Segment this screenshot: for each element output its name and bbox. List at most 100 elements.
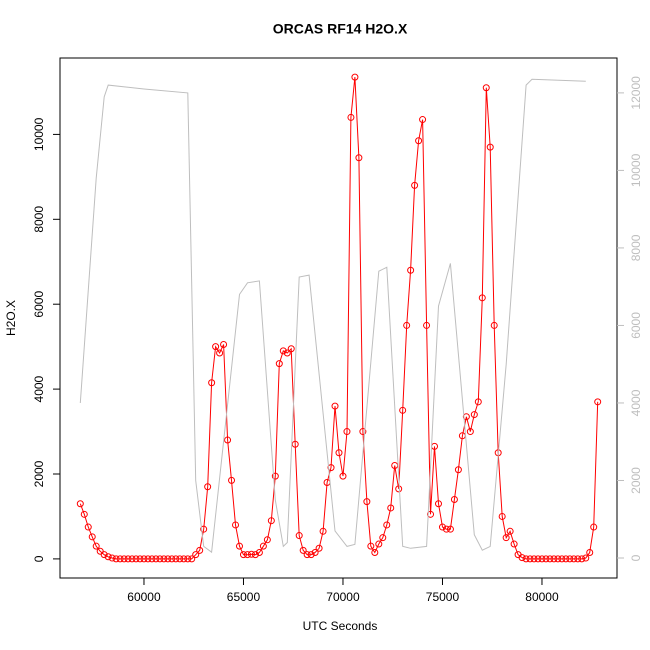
- data-point: [255, 549, 263, 557]
- data-point: [251, 551, 259, 559]
- data-point: [216, 349, 224, 357]
- data-point: [192, 551, 200, 559]
- data-point: [510, 540, 518, 548]
- data-point: [200, 525, 208, 533]
- data-point: [574, 555, 582, 563]
- data-point: [434, 500, 442, 508]
- data-point: [375, 540, 383, 548]
- data-point: [152, 555, 160, 563]
- data-point: [208, 379, 216, 387]
- data-point: [530, 555, 538, 563]
- y-tick-label: 0: [32, 555, 46, 562]
- y-tick-label: 6000: [32, 291, 46, 318]
- data-point: [160, 555, 168, 563]
- data-point: [315, 544, 323, 552]
- data-point: [462, 413, 470, 421]
- data-point: [140, 555, 148, 563]
- data-point: [363, 498, 371, 506]
- data-point: [562, 555, 570, 563]
- data-point: [582, 554, 590, 562]
- data-point: [271, 472, 279, 480]
- data-point: [172, 555, 180, 563]
- data-point: [307, 551, 315, 559]
- data-point: [104, 553, 112, 561]
- data-point: [403, 321, 411, 329]
- data-point: [558, 555, 566, 563]
- data-point: [367, 542, 375, 550]
- data-point: [196, 546, 204, 554]
- data-point: [299, 546, 307, 554]
- data-point: [180, 555, 188, 563]
- data-point: [590, 523, 598, 531]
- x-axis-label: UTC Seconds: [303, 619, 378, 633]
- data-point: [319, 527, 327, 535]
- data-point: [88, 533, 96, 541]
- data-point: [415, 137, 423, 145]
- data-point: [148, 555, 156, 563]
- y-axis-label: H2O.X: [4, 300, 18, 336]
- data-point: [498, 512, 506, 520]
- data-point: [291, 440, 299, 448]
- data-point: [371, 549, 379, 557]
- data-point: [92, 542, 100, 550]
- data-point: [482, 84, 490, 92]
- data-point: [156, 555, 164, 563]
- data-point: [263, 536, 271, 544]
- data-point: [490, 321, 498, 329]
- data-point: [228, 476, 236, 484]
- data-point: [502, 534, 510, 542]
- data-point: [427, 510, 435, 518]
- series-line: [79, 78, 586, 554]
- data-point: [339, 472, 347, 480]
- data-point: [235, 542, 243, 550]
- data-point: [379, 534, 387, 542]
- data-point: [478, 294, 486, 302]
- data-point: [295, 532, 303, 540]
- y2-tick-label: 6000: [629, 312, 643, 339]
- data-point: [108, 554, 116, 562]
- data-point: [518, 554, 526, 562]
- data-point: [387, 504, 395, 512]
- data-point: [287, 345, 295, 353]
- data-point: [76, 500, 84, 508]
- data-point: [506, 527, 514, 535]
- data-point: [279, 347, 287, 355]
- chart-title: ORCAS RF14 H2O.X: [273, 21, 408, 37]
- data-point: [407, 266, 415, 274]
- data-point: [220, 341, 228, 349]
- data-point: [534, 555, 542, 563]
- data-point: [184, 555, 192, 563]
- data-point: [347, 113, 355, 121]
- data-point: [359, 428, 367, 436]
- data-point: [351, 73, 359, 81]
- y2-tick-label: 4000: [629, 389, 643, 416]
- y2-tick-label: 10000: [629, 153, 643, 187]
- data-point: [550, 555, 558, 563]
- data-point: [144, 555, 152, 563]
- data-point: [96, 547, 104, 555]
- data-point: [586, 549, 594, 557]
- data-point: [311, 549, 319, 557]
- data-point: [522, 555, 530, 563]
- data-point: [116, 555, 124, 563]
- data-point: [188, 555, 196, 563]
- data-point: [383, 521, 391, 529]
- series-line: [79, 77, 599, 560]
- data-point: [466, 428, 474, 436]
- data-point: [176, 555, 184, 563]
- data-point: [232, 521, 240, 529]
- y-tick-label: 8000: [32, 206, 46, 233]
- data-point: [80, 510, 88, 518]
- y-tick-label: 2000: [32, 460, 46, 487]
- y2-tick-label: 8000: [629, 234, 643, 261]
- data-point: [120, 555, 128, 563]
- data-point: [247, 550, 255, 558]
- data-point: [554, 555, 562, 563]
- data-point: [331, 402, 339, 410]
- data-point: [204, 483, 212, 491]
- data-point: [538, 555, 546, 563]
- data-point: [578, 555, 586, 563]
- data-point: [470, 411, 478, 419]
- y-tick-label: 10000: [32, 117, 46, 151]
